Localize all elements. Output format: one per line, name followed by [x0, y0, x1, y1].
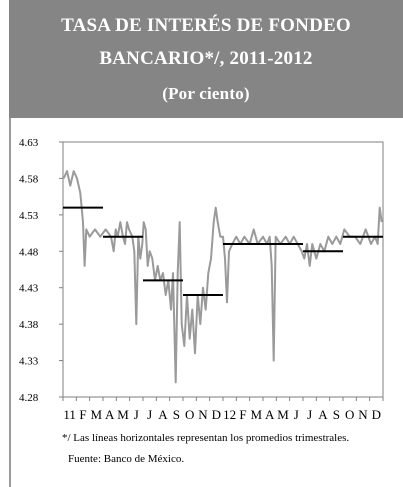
y-tick-label: 4.48 [19, 246, 39, 258]
y-tick-label: 4.43 [19, 283, 39, 295]
x-tick-label: F [239, 407, 246, 422]
x-tick-label: F [79, 407, 86, 422]
x-tick-label: J [147, 407, 152, 422]
y-tick-label: 4.58 [19, 173, 39, 185]
x-tick-label: A [158, 407, 168, 422]
x-tick-label: J [294, 407, 299, 422]
x-tick-label: O [345, 407, 354, 422]
x-tick-label: N [358, 407, 368, 422]
x-tick-label: O [185, 407, 194, 422]
x-tick-label: S [173, 407, 180, 422]
x-tick-label: M [91, 407, 103, 422]
chart-header: TASA DE INTERÉS DE FONDEO BANCARIO*/, 20… [9, 0, 403, 118]
x-tick-label: M [117, 407, 129, 422]
chart-title-line-2: BANCARIO*/, 2011-2012 [99, 48, 313, 69]
x-tick-label: A [318, 407, 328, 422]
x-tick-label: 11 [63, 407, 76, 422]
x-tick-label: A [265, 407, 275, 422]
chart-source: Fuente: Banco de México. [68, 453, 185, 465]
x-tick-label: N [198, 407, 208, 422]
series-line [62, 170, 383, 384]
y-tick-label: 4.28 [19, 392, 39, 404]
x-tick-label: A [105, 407, 115, 422]
plot-area-frame [62, 141, 384, 398]
chart-subtitle: (Por ciento) [162, 84, 250, 103]
x-tick-label: S [333, 407, 340, 422]
left-border-rule [9, 118, 11, 487]
chart-footnote: */ Las líneas horizontales representan l… [62, 432, 350, 444]
x-tick-label: D [372, 407, 381, 422]
x-tick-label: M [251, 407, 263, 422]
x-tick-label: 12 [223, 407, 236, 422]
y-tick-label: 4.38 [19, 319, 39, 331]
y-tick-label: 4.33 [19, 356, 39, 368]
y-tick-label: 4.53 [19, 210, 39, 222]
x-tick-label: J [134, 407, 139, 422]
x-tick-label: D [212, 407, 221, 422]
y-tick-label: 4.63 [19, 137, 39, 149]
chart-title-line-1: TASA DE INTERÉS DE FONDEO [61, 15, 351, 36]
x-tick-label: M [277, 407, 289, 422]
x-tick-label: J [307, 407, 312, 422]
